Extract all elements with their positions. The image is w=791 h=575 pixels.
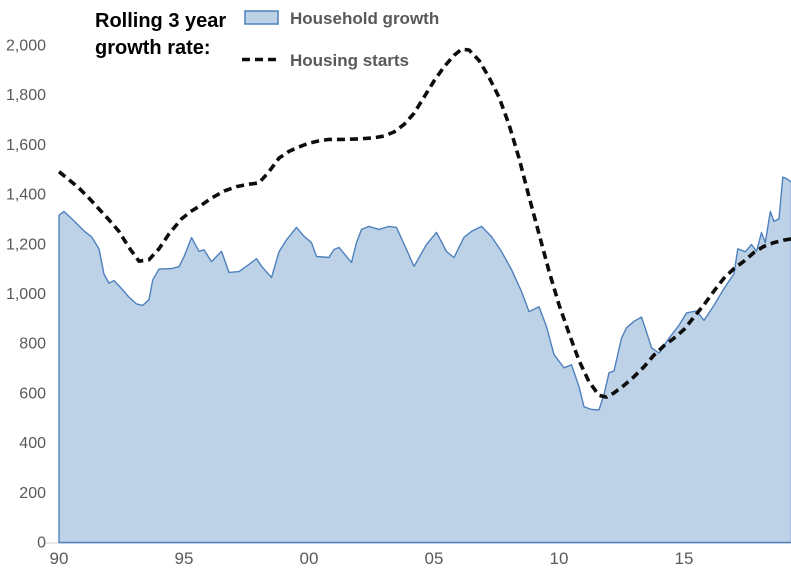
household-growth-area bbox=[58, 176, 791, 544]
household-growth-swatch bbox=[244, 10, 279, 25]
x-tick-label: 00 bbox=[300, 549, 319, 568]
x-tick-label: 15 bbox=[675, 549, 694, 568]
x-tick-label: 90 bbox=[50, 549, 69, 568]
y-tick-label: 200 bbox=[19, 485, 46, 502]
y-tick-label: 800 bbox=[19, 336, 46, 353]
y-tick-label: 0 bbox=[37, 535, 46, 552]
y-tick-label: 1,400 bbox=[6, 187, 46, 204]
y-tick-label: 1,000 bbox=[6, 286, 46, 303]
x-tick-label: 10 bbox=[550, 549, 569, 568]
housing-starts-line bbox=[57, 47, 791, 399]
legend-label-household-growth: Household growth bbox=[290, 9, 439, 28]
chart-title-line1: Rolling 3 year bbox=[95, 10, 226, 32]
x-tick-label: 05 bbox=[425, 549, 444, 568]
chart-title-line2: growth rate: bbox=[95, 37, 211, 59]
legend: Household growth Housing starts bbox=[242, 9, 439, 70]
plot-area: 0 200 400 600 800 1,000 1,200 1,400 1,600 1,800 2,… bbox=[6, 38, 791, 568]
y-tick-label: 1,800 bbox=[6, 87, 46, 104]
y-tick-label: 400 bbox=[19, 435, 46, 452]
y-tick-label: 1,600 bbox=[6, 137, 46, 154]
x-tick-label: 95 bbox=[175, 549, 194, 568]
y-tick-label: 2,000 bbox=[6, 38, 46, 55]
y-tick-label: 600 bbox=[19, 385, 46, 402]
legend-label-housing-starts: Housing starts bbox=[290, 51, 409, 70]
y-tick-label: 1,200 bbox=[6, 236, 46, 253]
